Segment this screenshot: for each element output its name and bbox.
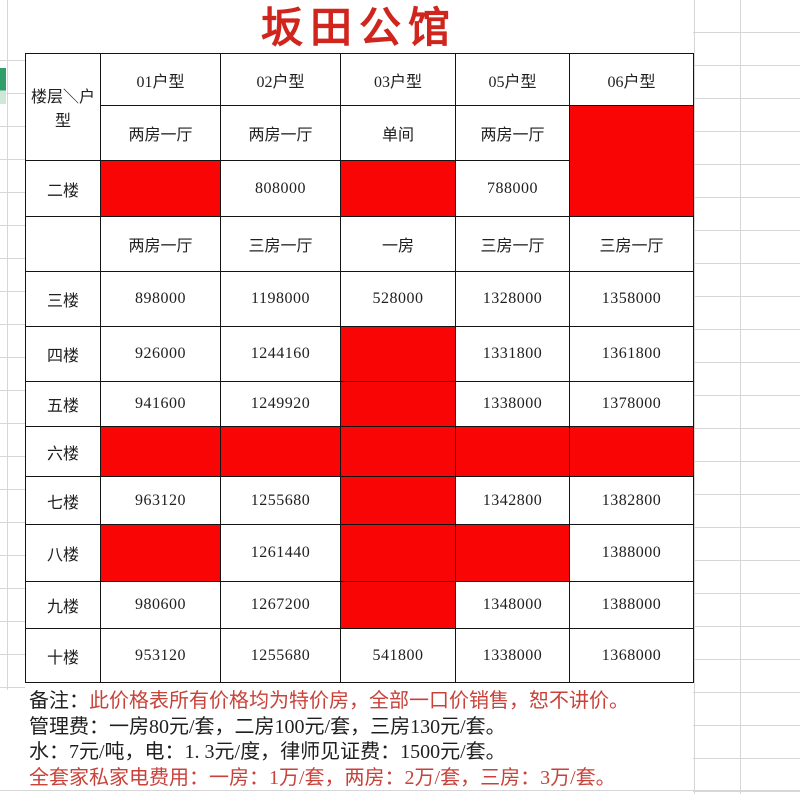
sheet-gridlines-right — [693, 0, 800, 794]
price-cell[interactable]: 528000 — [340, 271, 456, 327]
table-row-floor: 二楼 808000 788000 — [25, 160, 694, 217]
floor-label-cell[interactable]: 二楼 — [25, 160, 101, 217]
price-cell[interactable]: 963120 — [100, 476, 221, 525]
sold-cell[interactable] — [455, 524, 570, 582]
price-cell[interactable]: 898000 — [100, 271, 221, 327]
sheet-gridline-bottom — [0, 790, 800, 791]
table-row-floor: 三楼 898000 1198000 528000 1328000 1358000 — [25, 271, 694, 327]
floor-label-cell[interactable]: 七楼 — [25, 476, 101, 525]
sold-cell[interactable] — [340, 524, 456, 582]
note-utilities: 水：7元/吨，电：1. 3元/度，律师见证费：1500元/套。 — [29, 741, 506, 763]
table-row-upper-layouts: 两房一厅 两房一厅 单间 两房一厅 — [26, 105, 694, 217]
table-row-floor: 七楼 963120 1255680 1342800 1382800 — [25, 476, 694, 525]
corner-cell[interactable]: 楼层＼户型 — [25, 53, 101, 161]
table-row-floor: 十楼 953120 1255680 541800 1338000 1368000 — [25, 628, 694, 683]
price-cell[interactable]: 1249920 — [220, 381, 341, 427]
price-cell[interactable]: 953120 — [100, 628, 221, 683]
floor-label-cell[interactable]: 六楼 — [25, 426, 101, 477]
unit-header-cell[interactable]: 06户型 — [569, 53, 694, 106]
price-cell[interactable]: 1331800 — [455, 326, 570, 382]
note-management-fee: 管理费：一房80元/套，二房100元/套，三房130元/套。 — [29, 715, 506, 738]
price-cell[interactable]: 1342800 — [455, 476, 570, 525]
table-row-floor: 九楼 980600 1267200 1348000 1388000 — [25, 581, 694, 629]
layout-header-cell[interactable]: 两房一厅 — [220, 105, 341, 161]
table-row-lower-layouts: 两房一厅 三房一厅 一房 三房一厅 三房一厅 — [25, 216, 694, 272]
row-selection-marker — [0, 68, 6, 104]
sheet-gridline-vertical — [740, 0, 741, 794]
table-row-floor: 五楼 941600 1249920 1338000 1378000 — [25, 381, 694, 427]
unit-header-cell[interactable]: 03户型 — [340, 53, 456, 106]
layout-header-cell[interactable]: 单间 — [340, 105, 456, 161]
price-cell[interactable]: 1358000 — [569, 271, 694, 327]
floor-label-cell[interactable]: 五楼 — [25, 381, 101, 427]
floor-label-cell[interactable]: 四楼 — [25, 326, 101, 382]
layout-header-cell[interactable]: 两房一厅 — [100, 216, 221, 272]
sold-cell[interactable] — [100, 524, 221, 582]
price-cell[interactable]: 1338000 — [455, 628, 570, 683]
price-cell[interactable]: 1198000 — [220, 271, 341, 327]
price-cell[interactable]: 1338000 — [455, 381, 570, 427]
price-cell[interactable]: 1378000 — [569, 381, 694, 427]
floor-label-cell[interactable]: 三楼 — [25, 271, 101, 327]
sold-cell[interactable] — [569, 105, 694, 217]
price-cell[interactable]: 1388000 — [569, 524, 694, 582]
floor-label-cell[interactable]: 十楼 — [25, 628, 101, 683]
price-cell[interactable]: 788000 — [455, 160, 570, 217]
floor-label-cell[interactable]: 八楼 — [25, 524, 101, 582]
price-table: 楼层＼户型 01户型 02户型 03户型 05户型 06户型 两房一厅 两房一厅… — [25, 53, 694, 683]
layout-header-cell[interactable]: 三房一厅 — [569, 216, 694, 272]
price-cell[interactable]: 1382800 — [569, 476, 694, 525]
sold-cell[interactable] — [340, 381, 456, 427]
table-row-unit-headers: 楼层＼户型 01户型 02户型 03户型 05户型 06户型 — [25, 53, 694, 161]
table-row-floor: 四楼 926000 1244160 1331800 1361800 — [25, 326, 694, 382]
layout-header-cell[interactable]: 三房一厅 — [455, 216, 570, 272]
table-row-floor: 六楼 — [25, 426, 694, 477]
price-cell[interactable]: 941600 — [100, 381, 221, 427]
sheet-gridline-vertical — [694, 0, 695, 794]
sold-cell[interactable] — [340, 426, 456, 477]
price-cell[interactable]: 980600 — [100, 581, 221, 629]
price-cell[interactable]: 541800 — [340, 628, 456, 683]
table-row-floor: 八楼 1261440 1388000 — [25, 524, 694, 582]
unit-header-cell[interactable]: 05户型 — [455, 53, 570, 106]
layout-header-cell[interactable]: 一房 — [340, 216, 456, 272]
sold-cell[interactable] — [220, 426, 341, 477]
price-cell[interactable]: 1361800 — [569, 326, 694, 382]
sold-cell[interactable] — [340, 476, 456, 525]
notes-block: 备注：此价格表所有价格均为特价房，全部一口价销售，恕不讲价。 管理费：一房80元… — [29, 689, 629, 791]
sold-cell[interactable] — [340, 160, 456, 217]
price-cell[interactable]: 1267200 — [220, 581, 341, 629]
sold-cell[interactable] — [569, 426, 694, 477]
price-cell[interactable]: 926000 — [100, 326, 221, 382]
unit-header-cell[interactable]: 01户型 — [100, 53, 221, 106]
sold-cell[interactable] — [455, 426, 570, 477]
price-cell[interactable]: 1388000 — [569, 581, 694, 629]
layout-header-cell[interactable]: 三房一厅 — [220, 216, 341, 272]
unit-header-cell[interactable]: 02户型 — [220, 53, 341, 106]
page-title: 坂田公馆 — [260, 6, 457, 52]
price-cell[interactable]: 1328000 — [455, 271, 570, 327]
price-cell[interactable]: 1261440 — [220, 524, 341, 582]
sold-cell[interactable] — [100, 426, 221, 477]
layout-header-cell[interactable]: 两房一厅 — [100, 105, 221, 161]
price-cell[interactable]: 1255680 — [220, 628, 341, 683]
price-cell[interactable]: 1368000 — [569, 628, 694, 683]
price-cell[interactable]: 1244160 — [220, 326, 341, 382]
sheet-gridlines-left — [0, 28, 25, 688]
sold-cell[interactable] — [340, 326, 456, 382]
remark-text: 此价格表所有价格均为特价房，全部一口价销售，恕不讲价。 — [89, 690, 629, 712]
price-cell[interactable]: 1348000 — [455, 581, 570, 629]
sold-cell[interactable] — [340, 581, 456, 629]
empty-label-cell[interactable] — [25, 216, 101, 272]
note-furniture: 全套家私家电费用：一房：1万/套，两房：2万/套，三房：3万/套。 — [29, 766, 616, 789]
layout-header-cell[interactable]: 两房一厅 — [455, 105, 570, 161]
sold-cell[interactable] — [100, 160, 221, 217]
remark-label: 备注： — [29, 690, 89, 712]
sheet-gridline-vertical-left — [7, 0, 8, 690]
price-cell[interactable]: 1255680 — [220, 476, 341, 525]
note-remark: 备注：此价格表所有价格均为特价房，全部一口价销售，恕不讲价。 — [29, 689, 629, 715]
price-cell[interactable]: 808000 — [220, 160, 341, 217]
floor-label-cell[interactable]: 九楼 — [25, 581, 101, 629]
